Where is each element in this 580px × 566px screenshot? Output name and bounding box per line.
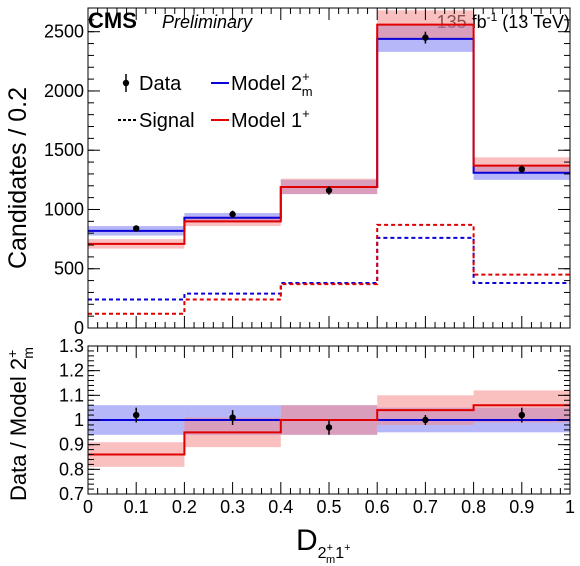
main-series-2-step bbox=[88, 236, 570, 301]
ratio-data-point-4 bbox=[518, 411, 525, 419]
x-label-base: D bbox=[296, 524, 318, 557]
x-label-sub2-sup: + bbox=[344, 542, 350, 554]
x-tick-label-0: 0 bbox=[83, 497, 93, 517]
ratio-panel: 0.7 0.8 0.9 1 1.1 1.2 1.3 0 0.1 0.2 0.3 0.4 0.5 0.6 0.… bbox=[59, 336, 575, 517]
x-tick-label-4: 0.4 bbox=[268, 497, 293, 517]
y-axis-label-main: Candidates / 0.2 bbox=[4, 87, 32, 269]
legend-data: Data bbox=[122, 73, 182, 95]
ratio-data-point-1 bbox=[229, 414, 236, 421]
x-tick-label-9: 0.9 bbox=[509, 497, 534, 517]
y-axis-label-ratio: Data / Model 2+m bbox=[4, 347, 36, 501]
ratio-data-point-0 bbox=[133, 411, 140, 419]
ratio-y-tick-label-4: 1.1 bbox=[59, 385, 84, 405]
legend-model-2m: Model 2+ m bbox=[211, 69, 313, 99]
main-series-3-step bbox=[88, 223, 570, 315]
x-tick-label-3: 0.3 bbox=[220, 497, 245, 517]
main-y-tick-label-0: 0 bbox=[74, 318, 84, 338]
ratio-label-sup: + bbox=[4, 350, 20, 358]
main-data-point-2 bbox=[325, 187, 333, 194]
x-tick-label-10: 1 bbox=[565, 497, 575, 517]
legend-model-1p-label: Model 1+ bbox=[231, 106, 310, 132]
ratio-y-tick-label-2: 0.9 bbox=[59, 435, 84, 455]
x-tick-label-8: 0.8 bbox=[461, 497, 486, 517]
main-y-tick-label-3: 1500 bbox=[44, 140, 84, 160]
legend-signal-label: Signal bbox=[139, 110, 195, 132]
ratio-label-sub: m bbox=[20, 347, 36, 359]
lumi-exponent: -1 bbox=[487, 10, 498, 24]
ratio-y-tick-label-3: 1 bbox=[74, 410, 84, 430]
lumi-energy: (13 TeV) bbox=[497, 12, 570, 32]
main-y-tick-label-4: 2000 bbox=[44, 81, 84, 101]
ratio-label-base: Data / Model 2 bbox=[6, 358, 31, 501]
ratio-data-point-3 bbox=[422, 416, 429, 424]
legend: Data Model 2+ m Signal Model 1+ bbox=[118, 69, 313, 132]
x-tick-label-2: 0.2 bbox=[172, 497, 197, 517]
x-tick-label-1: 0.1 bbox=[124, 497, 149, 517]
legend-model-2m-label: Model 2+ m bbox=[231, 69, 313, 99]
main-panel: 0 500 1000 1500 2000 2500 bbox=[44, 7, 571, 338]
main-data-point-4 bbox=[518, 165, 525, 173]
legend-model-1p: Model 1+ bbox=[211, 106, 310, 132]
legend-model-2m-base: Model 2 bbox=[231, 73, 302, 95]
legend-data-label: Data bbox=[139, 73, 182, 95]
legend-data-marker bbox=[122, 79, 130, 87]
x-axis-label: D2+ m1+ bbox=[296, 524, 351, 566]
legend-model-2m-sup: + bbox=[302, 69, 310, 84]
main-data-point-3 bbox=[422, 34, 429, 41]
ratio-y-tick-label-5: 1.2 bbox=[59, 361, 84, 381]
ratio-y-tick-label-0: 0.7 bbox=[59, 484, 84, 504]
main-series-1-step bbox=[88, 23, 570, 245]
ratio-y-tick-label-1: 0.8 bbox=[59, 459, 84, 479]
legend-model-2m-sub: m bbox=[302, 84, 313, 99]
x-label-sub1-sub: m bbox=[326, 554, 335, 566]
preliminary-label: Preliminary bbox=[162, 12, 253, 32]
main-y-tick-label-5: 2500 bbox=[44, 22, 84, 42]
x-label-sub2: 1 bbox=[335, 545, 344, 562]
main-data-point-0 bbox=[133, 225, 140, 232]
legend-model-1p-sup: + bbox=[302, 106, 310, 121]
ratio-data-point-2 bbox=[325, 424, 333, 431]
x-tick-label-7: 0.7 bbox=[413, 497, 438, 517]
x-tick-label-6: 0.6 bbox=[365, 497, 390, 517]
main-data-point-1 bbox=[229, 211, 236, 218]
main-series-0-step bbox=[88, 37, 570, 232]
main-y-tick-label-2: 1000 bbox=[44, 199, 84, 219]
x-tick-label-5: 0.5 bbox=[316, 497, 341, 517]
legend-model-1p-base: Model 1 bbox=[231, 110, 302, 132]
cms-label: CMS bbox=[88, 8, 137, 33]
x-label-sub1: 2 bbox=[318, 545, 327, 562]
main-y-tick-label-1: 500 bbox=[54, 259, 84, 279]
ratio-y-tick-label-6: 1.3 bbox=[59, 336, 84, 356]
x-label-sub1-sup: + bbox=[327, 542, 333, 554]
legend-signal: Signal bbox=[118, 110, 195, 132]
